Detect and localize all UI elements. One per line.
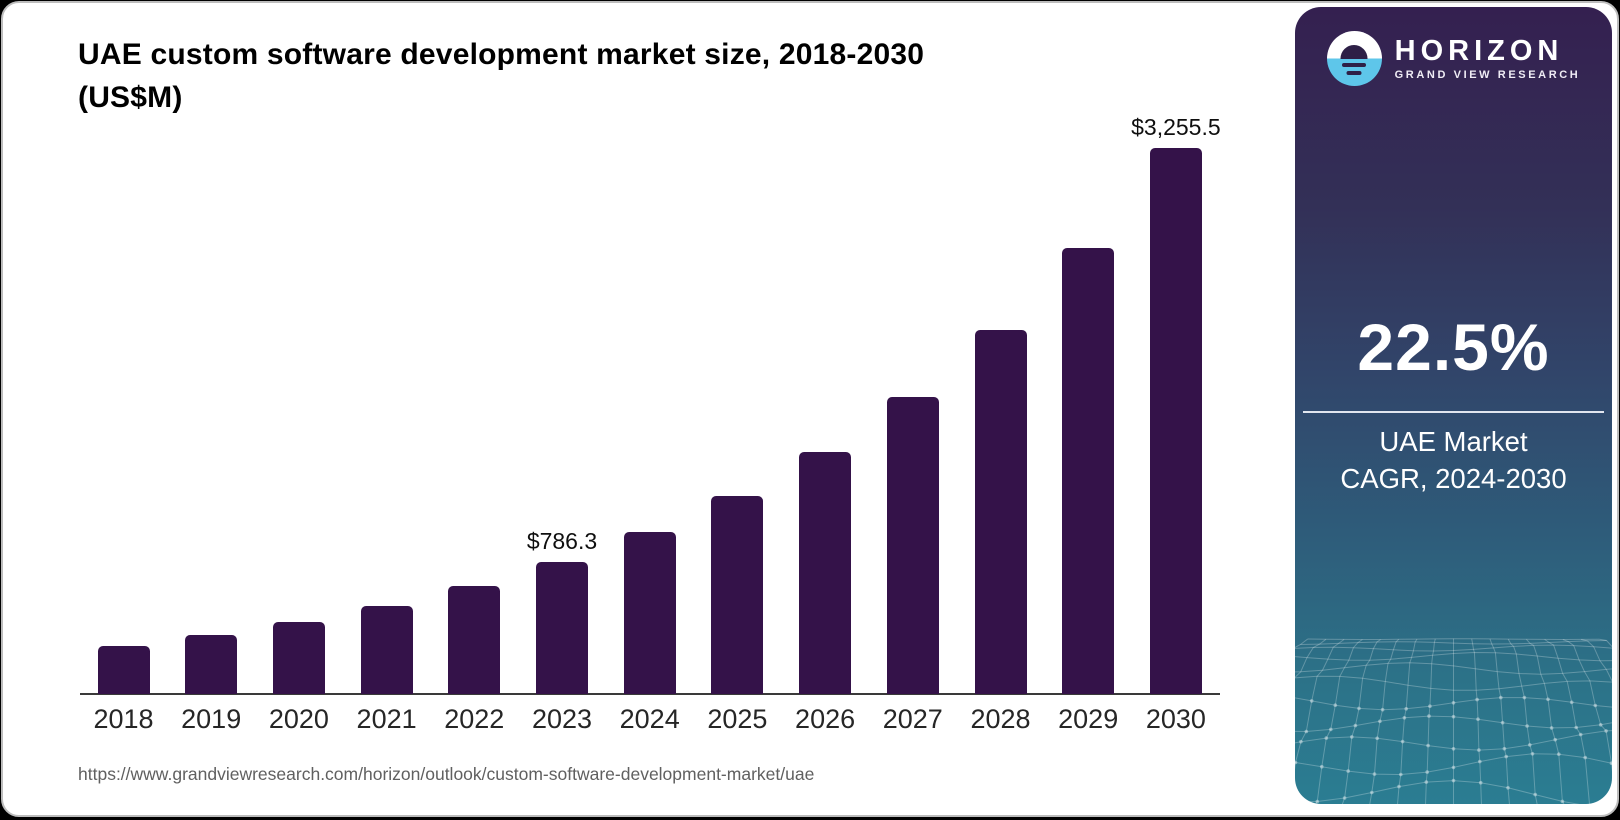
bar-2029	[1062, 248, 1115, 694]
brand-name: HORIZON	[1394, 35, 1564, 67]
chart-title: UAE custom software development market s…	[78, 33, 924, 119]
tick-label-2023: 2023	[531, 704, 593, 734]
tick-label-2024: 2024	[619, 704, 680, 734]
tick-label-2018: 2018	[93, 704, 154, 734]
stat-caption-line-2: CAGR, 2024-2030	[1340, 463, 1567, 494]
bar-2019	[185, 635, 238, 694]
tick-label-2028: 2028	[970, 704, 1031, 734]
bar-2027	[886, 397, 939, 694]
brand-text-block: HORIZON GRAND VIEW RESEARCH	[1395, 36, 1581, 81]
tick-label-2029: 2029	[1058, 704, 1119, 734]
brand-logo: HORIZON GRAND VIEW RESEARCH	[1295, 31, 1612, 86]
tick-label-2021: 2021	[356, 704, 417, 734]
stat-caption-line-1: UAE Market	[1379, 426, 1528, 457]
tick-label-2026: 2026	[795, 704, 856, 734]
stat-divider	[1303, 411, 1604, 413]
bar-chart: 2018 2019 2020 2021 2022 2023 $786.3 2024 2025 20…	[80, 114, 1221, 734]
bar-2024	[623, 532, 676, 694]
logo-dome-shape	[1340, 45, 1368, 59]
horizon-sun-logo-icon	[1326, 31, 1382, 86]
bar-2022	[448, 586, 501, 694]
mesh-graphic	[1295, 638, 1612, 804]
tick-label-2027: 2027	[882, 704, 943, 734]
bar-2026	[799, 452, 852, 694]
data-label-2023: $786.3	[526, 528, 598, 554]
bar-2018	[97, 646, 150, 694]
sidebar-panel: HORIZON GRAND VIEW RESEARCH 22.5% UAE Ma…	[1295, 7, 1612, 804]
bar-2030	[1149, 148, 1202, 694]
tick-label-2022: 2022	[444, 704, 505, 734]
tick-label-2025: 2025	[707, 704, 768, 734]
chart-title-line-1: UAE custom software development market s…	[78, 38, 925, 71]
stat-caption: UAE Market CAGR, 2024-2030	[1295, 423, 1612, 497]
bar-2025	[711, 496, 764, 694]
brand-tagline: GRAND VIEW RESEARCH	[1394, 69, 1581, 81]
cagr-stat-value: 22.5%	[1357, 310, 1550, 384]
bar-2028	[974, 330, 1027, 694]
logo-stripe-2	[1346, 71, 1362, 75]
tick-label-2019: 2019	[181, 704, 242, 734]
source-url: https://www.grandviewresearch.com/horizo…	[78, 764, 815, 784]
bar-2021	[360, 606, 413, 694]
logo-stripe-1	[1342, 63, 1367, 67]
bar-2023	[536, 562, 588, 694]
x-axis-line	[80, 693, 1220, 695]
data-label-2030: $3,255.5	[1131, 114, 1221, 140]
chart-title-line-2: (US$M)	[78, 81, 183, 114]
tick-label-2030: 2030	[1145, 704, 1206, 734]
bar-2020	[272, 622, 325, 694]
tick-label-2020: 2020	[268, 704, 329, 734]
